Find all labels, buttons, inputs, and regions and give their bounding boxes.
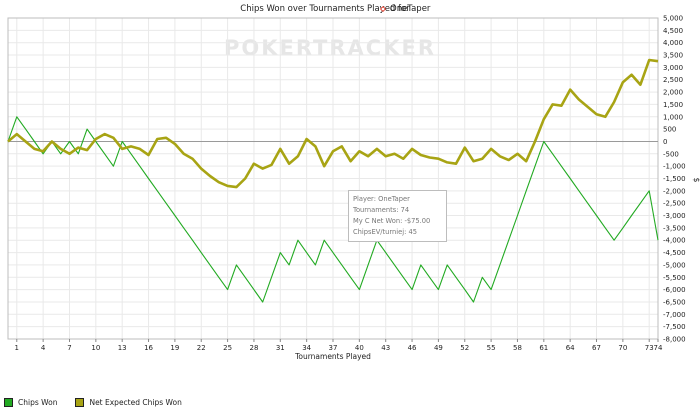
x-tick-label: 22 bbox=[197, 344, 206, 352]
x-tick-label: 1 bbox=[15, 344, 19, 352]
x-tick-label: 55 bbox=[487, 344, 496, 352]
y-axis: 5,000 4,500 4,000 3,500 3,000 2,500 2,000 1,500… bbox=[663, 15, 686, 344]
x-tick-label: 28 bbox=[249, 344, 258, 352]
watermark: POKERTRACKER bbox=[224, 36, 436, 60]
y-tick-label: -7,000 bbox=[663, 311, 686, 319]
legend-label: Net Expected Chips Won bbox=[89, 398, 182, 407]
y-tick-label: 4,000 bbox=[663, 39, 683, 47]
y-tick-label: -1,000 bbox=[663, 163, 686, 171]
x-tick-label: 61 bbox=[539, 344, 548, 352]
y-tick-label: 3,500 bbox=[663, 52, 683, 60]
x-tick-label: 4 bbox=[41, 344, 46, 352]
series-line-chips-won bbox=[7, 116, 659, 303]
legend-item-chips-won[interactable]: Chips Won bbox=[4, 398, 57, 407]
y-tick-label: -5,000 bbox=[663, 261, 686, 269]
y-tick-label: -1,500 bbox=[663, 175, 686, 183]
x-tick-label: 31 bbox=[276, 344, 285, 352]
x-tick-label: 25 bbox=[223, 344, 232, 352]
pokerstars-icon bbox=[380, 6, 386, 12]
y-tick-label: 3,000 bbox=[663, 64, 683, 72]
chart-title-user: OneTaper bbox=[390, 4, 431, 14]
y-tick-label: 0 bbox=[663, 138, 667, 146]
x-tick-label: 16 bbox=[144, 344, 153, 352]
x-tick-label: 67 bbox=[592, 344, 601, 352]
y-tick-label: -3,000 bbox=[663, 212, 686, 220]
x-axis: 1 4 7 10 13 16 19 22 25 28 31 34 37 40 43 46 49 52 55 58 61 6… bbox=[15, 339, 663, 352]
y-tick-label: 1,000 bbox=[663, 113, 683, 121]
y-tick-label: 2,000 bbox=[663, 89, 683, 97]
x-tick-label: 13 bbox=[118, 344, 127, 352]
chart-title: Chips Won over Tournaments Played for bbox=[240, 4, 410, 14]
y-tick-label: -5,500 bbox=[663, 274, 686, 282]
x-tick-label: 43 bbox=[381, 344, 390, 352]
y-tick-label: 1,500 bbox=[663, 101, 683, 109]
y-tick-label: -6,500 bbox=[663, 298, 686, 306]
tooltip-chips-ev: ChipsEV/turniej: 45 bbox=[353, 228, 417, 236]
y-tick-label: -8,000 bbox=[663, 336, 686, 344]
grid bbox=[8, 17, 659, 340]
legend: Chips Won Net Expected Chips Won bbox=[4, 398, 182, 407]
series-line-net-expected-chips-won bbox=[7, 58, 659, 189]
x-tick-label: 70 bbox=[618, 344, 627, 352]
x-tick-label: 37 bbox=[329, 344, 338, 352]
legend-label: Chips Won bbox=[18, 398, 58, 407]
tooltip-player: Player: OneTaper bbox=[353, 195, 410, 203]
y-axis-label: $ bbox=[692, 178, 700, 183]
y-tick-label: -2,000 bbox=[663, 187, 686, 195]
legend-swatch bbox=[75, 398, 85, 407]
x-tick-label: 10 bbox=[91, 344, 100, 352]
tooltip-net-won: My C Net Won: -$75.00 bbox=[353, 217, 431, 225]
y-tick-label: -3,500 bbox=[663, 224, 686, 232]
x-axis-label: Tournaments Played bbox=[294, 352, 371, 361]
y-tick-label: 500 bbox=[663, 126, 676, 134]
x-tick-label: 64 bbox=[566, 344, 575, 352]
x-tick-label: 52 bbox=[460, 344, 469, 352]
legend-item-net-expected[interactable]: Net Expected Chips Won bbox=[75, 398, 182, 407]
y-tick-label: 2,500 bbox=[663, 76, 683, 84]
y-tick-label: -500 bbox=[663, 150, 679, 158]
y-tick-label: -6,000 bbox=[663, 286, 686, 294]
tooltip-tournaments: Tournaments: 74 bbox=[353, 206, 410, 214]
x-tick-label: 34 bbox=[302, 344, 311, 352]
legend-swatch bbox=[4, 398, 13, 407]
hover-tooltip: Player: OneTaper Tournaments: 74 My C Ne… bbox=[348, 190, 447, 242]
x-tick-label: 40 bbox=[355, 344, 364, 352]
y-tick-label: -7,500 bbox=[663, 323, 686, 331]
x-tick-label: 49 bbox=[434, 344, 443, 352]
x-tick-label: 19 bbox=[170, 344, 179, 352]
y-tick-label: -2,500 bbox=[663, 200, 686, 208]
series-layer bbox=[7, 58, 659, 303]
x-tick-label: 58 bbox=[513, 344, 522, 352]
x-tick-label: 7 bbox=[67, 344, 71, 352]
y-tick-label: -4,000 bbox=[663, 237, 686, 245]
y-tick-label: -4,500 bbox=[663, 249, 686, 257]
y-tick-label: 5,000 bbox=[663, 15, 683, 23]
x-tick-label: 46 bbox=[408, 344, 417, 352]
x-tick-label: 73 bbox=[645, 344, 654, 352]
y-tick-label: 4,500 bbox=[663, 27, 683, 35]
x-tick-label: 74 bbox=[654, 344, 663, 352]
